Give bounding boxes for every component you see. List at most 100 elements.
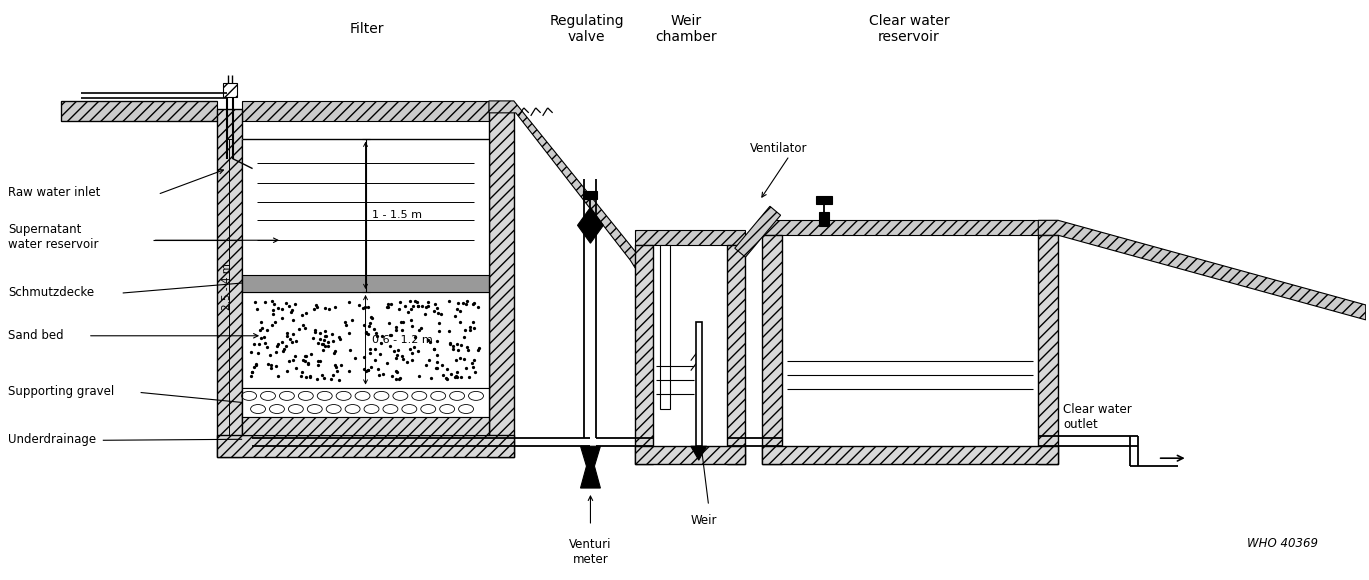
- Point: [404, 297, 426, 306]
- Point: [360, 362, 382, 372]
- Ellipse shape: [298, 392, 314, 400]
- Point: [444, 372, 465, 382]
- Ellipse shape: [345, 404, 360, 414]
- Point: [379, 342, 401, 351]
- Point: [372, 369, 394, 379]
- Point: [364, 345, 386, 354]
- Point: [426, 357, 448, 367]
- Point: [381, 299, 402, 309]
- Point: [301, 333, 323, 342]
- Ellipse shape: [449, 392, 464, 400]
- Point: [383, 346, 405, 356]
- Point: [348, 301, 370, 310]
- Point: [359, 318, 381, 328]
- Point: [375, 302, 397, 311]
- Point: [445, 371, 467, 380]
- Point: [311, 370, 333, 379]
- Point: [312, 339, 334, 349]
- Ellipse shape: [459, 404, 474, 414]
- Point: [294, 372, 316, 381]
- Point: [355, 329, 376, 338]
- Ellipse shape: [412, 392, 427, 400]
- Point: [418, 301, 439, 310]
- Point: [252, 332, 274, 342]
- Point: [304, 325, 326, 335]
- Point: [439, 339, 461, 348]
- Ellipse shape: [270, 404, 285, 414]
- Polygon shape: [735, 206, 780, 257]
- Point: [401, 349, 423, 358]
- Point: [419, 337, 441, 346]
- Ellipse shape: [364, 404, 379, 414]
- Point: [401, 356, 423, 365]
- Point: [461, 300, 483, 309]
- Point: [368, 350, 390, 359]
- Point: [267, 303, 289, 313]
- Text: Regulating
valve: Regulating valve: [549, 14, 624, 44]
- Point: [442, 345, 464, 354]
- Point: [285, 351, 307, 361]
- Point: [392, 351, 413, 360]
- Text: Schmutzdecke: Schmutzdecke: [8, 287, 94, 299]
- Point: [453, 355, 475, 364]
- Bar: [242, 139, 489, 275]
- Point: [338, 328, 360, 338]
- Point: [298, 372, 320, 381]
- Point: [315, 332, 337, 341]
- Point: [277, 328, 298, 338]
- Point: [402, 301, 424, 310]
- Point: [248, 339, 270, 349]
- Point: [460, 325, 482, 335]
- Point: [245, 360, 267, 369]
- Point: [449, 307, 471, 316]
- Point: [408, 372, 430, 381]
- Point: [441, 369, 463, 379]
- Point: [392, 354, 413, 363]
- Point: [376, 358, 398, 368]
- Point: [263, 299, 285, 308]
- Point: [426, 303, 448, 313]
- Point: [318, 338, 340, 347]
- Bar: [635, 446, 745, 464]
- Point: [277, 332, 298, 341]
- Point: [311, 339, 333, 349]
- Point: [463, 362, 485, 371]
- Point: [398, 296, 420, 306]
- Point: [255, 298, 277, 307]
- Point: [285, 336, 307, 346]
- Ellipse shape: [260, 392, 275, 400]
- Point: [463, 317, 485, 327]
- Point: [392, 325, 413, 335]
- Bar: [242, 418, 489, 436]
- Point: [329, 332, 350, 342]
- Point: [378, 299, 400, 308]
- Point: [435, 374, 457, 383]
- Point: [387, 304, 409, 313]
- Point: [260, 360, 282, 369]
- Point: [357, 329, 379, 338]
- Point: [453, 325, 475, 334]
- Point: [386, 325, 408, 335]
- Point: [435, 375, 457, 384]
- Point: [438, 296, 460, 306]
- Point: [389, 298, 411, 307]
- Point: [323, 349, 345, 358]
- Point: [281, 307, 303, 317]
- Ellipse shape: [431, 392, 446, 400]
- Point: [361, 313, 383, 322]
- Point: [282, 315, 304, 324]
- Point: [371, 331, 393, 340]
- Point: [355, 303, 376, 312]
- Ellipse shape: [279, 392, 294, 400]
- Point: [338, 297, 360, 306]
- Point: [456, 363, 478, 372]
- Point: [396, 357, 418, 367]
- Point: [251, 323, 272, 332]
- Point: [278, 357, 300, 366]
- Point: [450, 372, 472, 382]
- Point: [418, 298, 439, 307]
- Ellipse shape: [251, 404, 266, 414]
- Polygon shape: [489, 101, 638, 268]
- Point: [249, 333, 271, 342]
- Point: [267, 371, 289, 380]
